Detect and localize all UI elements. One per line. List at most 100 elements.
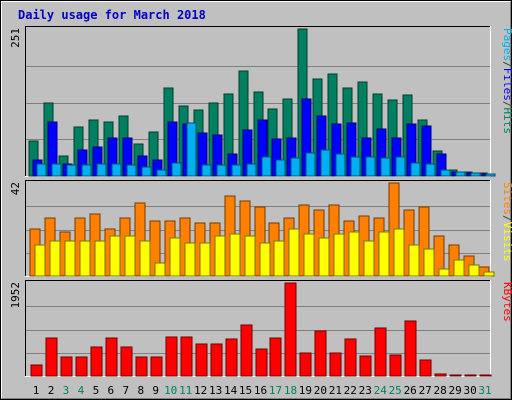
x-tick-label-20: 20 [314,384,327,397]
x-tick-label-30: 30 [463,384,476,397]
bar-kbytes-kbytes-10 [165,336,178,377]
panel-visits-side-label-part: / [501,215,512,222]
bar-hits-pages-27 [425,163,436,177]
bar-kbytes-kbytes-18 [284,282,297,377]
bar-kbytes-kbytes-30 [464,374,477,377]
bar-kbytes-kbytes-9 [150,356,163,377]
bar-hits-pages-6 [111,163,122,177]
bar-visits-sites-26 [408,244,420,277]
bar-visits-sites-28 [438,268,450,277]
panel-hits-side-label-part: Files [501,68,512,101]
panel-visits-side-label-part: Visits [501,222,512,262]
x-tick-label-4: 4 [78,384,85,397]
x-tick-label-5: 5 [93,384,100,397]
bar-hits-pages-9 [156,169,167,177]
bar-hits-pages-3 [66,164,77,177]
bar-hits-pages-7 [126,164,137,177]
bar-kbytes-kbytes-21 [329,352,342,377]
x-tick-label-18: 18 [284,384,297,397]
x-tick-label-3: 3 [63,384,70,397]
bar-kbytes-kbytes-14 [225,338,238,377]
x-tick-label-23: 23 [359,384,372,397]
x-tick-label-27: 27 [419,384,432,397]
x-tick-label-31: 31 [478,384,491,397]
bar-visits-sites-15 [244,235,256,277]
bar-hits-pages-23 [365,156,376,177]
panel-kbytes-side-label: KBytes [501,282,512,322]
bar-hits-pages-20 [320,149,331,177]
panel-visits-side-label: Sites/Visits [501,182,512,262]
x-tick-label-16: 16 [254,384,267,397]
bar-visits-sites-30 [468,264,480,277]
panel-visits-side-label-part: Sites [501,182,512,215]
bar-hits-pages-16 [261,156,272,177]
bar-hits-pages-11 [186,122,197,177]
bar-kbytes-kbytes-31 [479,374,492,377]
bar-visits-sites-27 [423,248,435,277]
bar-kbytes-kbytes-20 [314,330,327,377]
bar-visits-sites-31 [483,271,495,277]
bar-visits-sites-8 [139,240,151,277]
bar-visits-sites-10 [169,237,181,277]
bar-visits-sites-6 [109,235,121,277]
bar-visits-sites-24 [378,231,390,277]
bar-hits-pages-31 [485,173,496,177]
bar-hits-pages-21 [335,153,346,177]
x-tick-label-11: 11 [179,384,192,397]
bar-hits-pages-10 [171,162,182,177]
bar-hits-pages-8 [141,166,152,177]
x-axis-labels: 1 2 3 4 5 6 7 8 9 10 11 12 13 14 15 16 17 18 19 20 21 22 23 24 2… [33,384,492,397]
bar-hits-pages-25 [395,156,406,177]
bar-kbytes-kbytes-19 [299,352,312,377]
bar-kbytes-kbytes-11 [180,336,193,377]
x-tick-label-10: 10 [164,384,177,397]
x-tick-label-9: 9 [152,384,159,397]
bar-kbytes-kbytes-4 [75,356,88,377]
panel-hits: 251 Pages/Files/Hits [9,26,512,177]
bar-kbytes-kbytes-17 [269,337,282,377]
panel-hits-ymax-label: 251 [9,28,22,48]
bar-hits-pages-15 [246,163,257,177]
bar-hits-pages-28 [440,169,451,177]
bar-visits-sites-20 [318,237,330,277]
bar-hits-pages-19 [305,152,316,177]
bar-kbytes-kbytes-6 [105,337,118,377]
x-tick-label-8: 8 [137,384,144,397]
x-tick-label-15: 15 [239,384,252,397]
bar-visits-sites-14 [229,233,241,277]
bar-hits-pages-1 [36,163,47,177]
bar-visits-sites-9 [154,262,166,277]
bar-visits-sites-4 [79,240,91,277]
bar-visits-sites-18 [288,228,300,277]
x-tick-label-21: 21 [329,384,342,397]
x-tick-label-26: 26 [404,384,417,397]
bar-kbytes-kbytes-1 [30,364,43,377]
bar-kbytes-kbytes-28 [434,373,447,377]
bar-hits-pages-2 [51,163,62,177]
panel-hits-side-label-part: Hits [501,108,512,135]
bar-hits-pages-17 [275,159,286,177]
x-tick-label-14: 14 [224,384,238,397]
x-tick-label-2: 2 [48,384,55,397]
bar-visits-sites-22 [348,231,360,277]
bar-hits-pages-18 [290,157,301,177]
x-tick-label-17: 17 [269,384,282,397]
bar-visits-sites-17 [273,240,285,277]
chart-panels: 251Pages/Files/Hits42Sites/Visits1952KBy… [9,26,512,377]
x-tick-label-12: 12 [194,384,207,397]
bar-hits-pages-4 [81,164,92,177]
bar-visits-sites-19 [303,233,315,277]
bar-visits-sites-21 [333,233,345,277]
bar-kbytes-kbytes-27 [419,359,432,377]
bar-visits-sites-2 [49,240,61,277]
bar-kbytes-kbytes-5 [90,346,103,377]
x-tick-label-19: 19 [299,384,312,397]
x-tick-label-7: 7 [122,384,129,397]
panel-hits-side-label-part: / [501,61,512,68]
panel-hits-side-label-part: / [501,101,512,108]
bar-visits-sites-13 [214,235,226,277]
x-tick-label-24: 24 [374,384,388,397]
panel-hits-side-label: Pages/Files/Hits [501,28,512,134]
x-tick-label-6: 6 [107,384,114,397]
x-tick-label-1: 1 [33,384,40,397]
